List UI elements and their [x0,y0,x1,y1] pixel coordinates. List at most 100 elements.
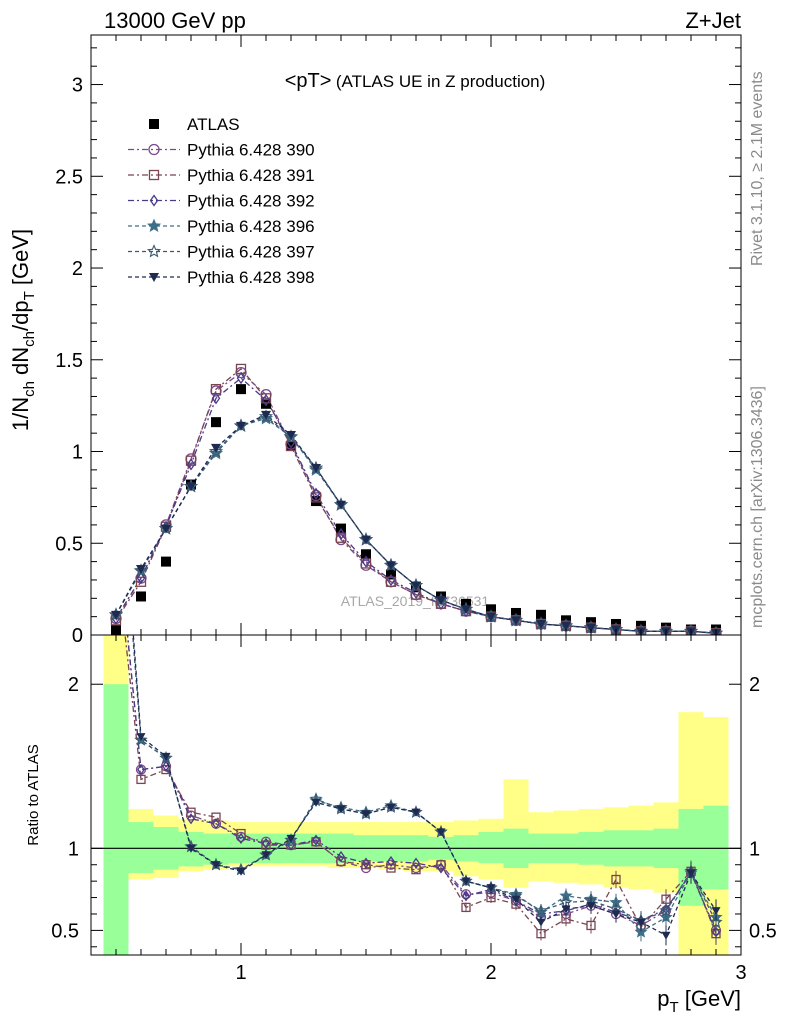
ratio-point [636,918,646,927]
legend-marker [149,194,159,207]
legend-marker [148,143,160,156]
legend-marker [146,218,162,233]
data-point [536,609,546,620]
ratio-point [709,915,723,928]
x-axis-label: pT [GeV] [657,986,741,1016]
legend-label: Pythia 6.428 390 [187,141,315,160]
data-point [335,532,347,543]
data-point [310,492,322,503]
y-axis-label: 1/Nch dNch/dpT [GeV] [8,229,38,431]
ratio-frame [90,634,742,956]
ratio-point [386,803,396,812]
data-point [208,444,224,458]
main-series [108,363,724,635]
ratio-point [136,774,146,785]
data-point [211,417,221,428]
ratio-point [712,926,720,938]
ratio-point [212,818,220,830]
legend-label: Pythia 6.428 391 [187,166,315,185]
ratio-point [437,862,445,874]
process-label: Z+Jet [685,8,741,33]
ratio-point [461,902,471,913]
ratio-series [111,402,723,946]
ratio-point [361,810,371,819]
ratio-point [111,416,121,426]
ratio-point [134,733,148,746]
ratio-point [586,902,596,911]
ratio-point [311,798,321,807]
ratio-point [386,863,396,873]
energy-label: 13000 GeV pp [104,8,246,33]
data-point [561,621,571,631]
x-tick-label: 1 [235,962,246,984]
data-point [536,619,546,629]
ratio-point [311,837,321,847]
data-point [161,556,171,567]
ratio-point [186,807,196,817]
ratio-point [137,763,145,776]
watermark: ATLAS_2019_I1736531 [341,593,490,609]
data-point [236,384,246,395]
data-point [211,443,221,453]
y-tick-label: 2.5 [55,166,83,188]
ratio-point [236,828,246,839]
ratio-ylabel: Ratio to ATLAS [25,744,42,845]
data-point [261,410,271,420]
data-point [311,487,321,500]
data-point [336,500,346,510]
x-tick-label: 2 [485,962,496,984]
ratio-point [187,813,195,825]
rivet-label: Rivet 3.1.10, ≥ 2.1M events [749,71,766,266]
ratio-point [611,910,621,919]
ratio-point [661,931,671,940]
ratio-point [659,903,673,917]
ratio-line [126,635,717,933]
ratio-point [261,851,271,860]
ratio-point [211,861,221,870]
data-point [411,586,421,599]
legend-marker [149,273,159,282]
y-tick-label: 0 [72,625,83,647]
chart-marks: 00.511.522.530.5 0.51 12 21 2 3pT [GeV]1/Nch … [8,34,777,1016]
data-point [586,623,596,633]
data-point [286,431,296,440]
ratio-point [112,402,121,410]
uncertainty-band-1sigma [103,684,129,955]
ratio-point [112,549,120,557]
ratio-point [337,850,345,863]
ratio-y-tick-label: 0.5 [51,920,79,942]
data-point [386,561,396,571]
ratio-point [262,837,270,850]
data-point [385,576,397,587]
ratio-point [462,890,470,902]
ratio-point [411,808,421,817]
legend-label: Pythia 6.428 397 [187,243,315,262]
ratio-point [536,918,546,927]
ratio-point [336,805,346,814]
ratio-point [336,856,346,867]
chart-title-main: <pT> [285,70,332,92]
data-point [486,612,496,622]
data-point [186,482,196,492]
ratio-point [186,844,196,853]
data-point [136,564,146,574]
data-point [286,441,296,452]
data-point [461,605,471,615]
ratio-point [236,867,246,876]
ratio-point [161,764,171,775]
ratio-point [412,857,420,869]
ratio-point [136,733,146,742]
data-point [161,524,171,534]
ratio-point [211,812,221,822]
ratio-point [511,895,521,904]
mcplots-label: mcplots.cern.ch [arXiv:1306.3436] [749,386,766,628]
legend-label: Pythia 6.428 398 [187,268,315,287]
ratio-point [387,855,395,868]
ratio-point [362,857,370,869]
ratio-point [486,884,496,893]
data-point [136,591,146,602]
ratio-y-tick-label: 2 [749,674,760,696]
data-point [210,385,222,397]
ratio-point [361,860,371,870]
